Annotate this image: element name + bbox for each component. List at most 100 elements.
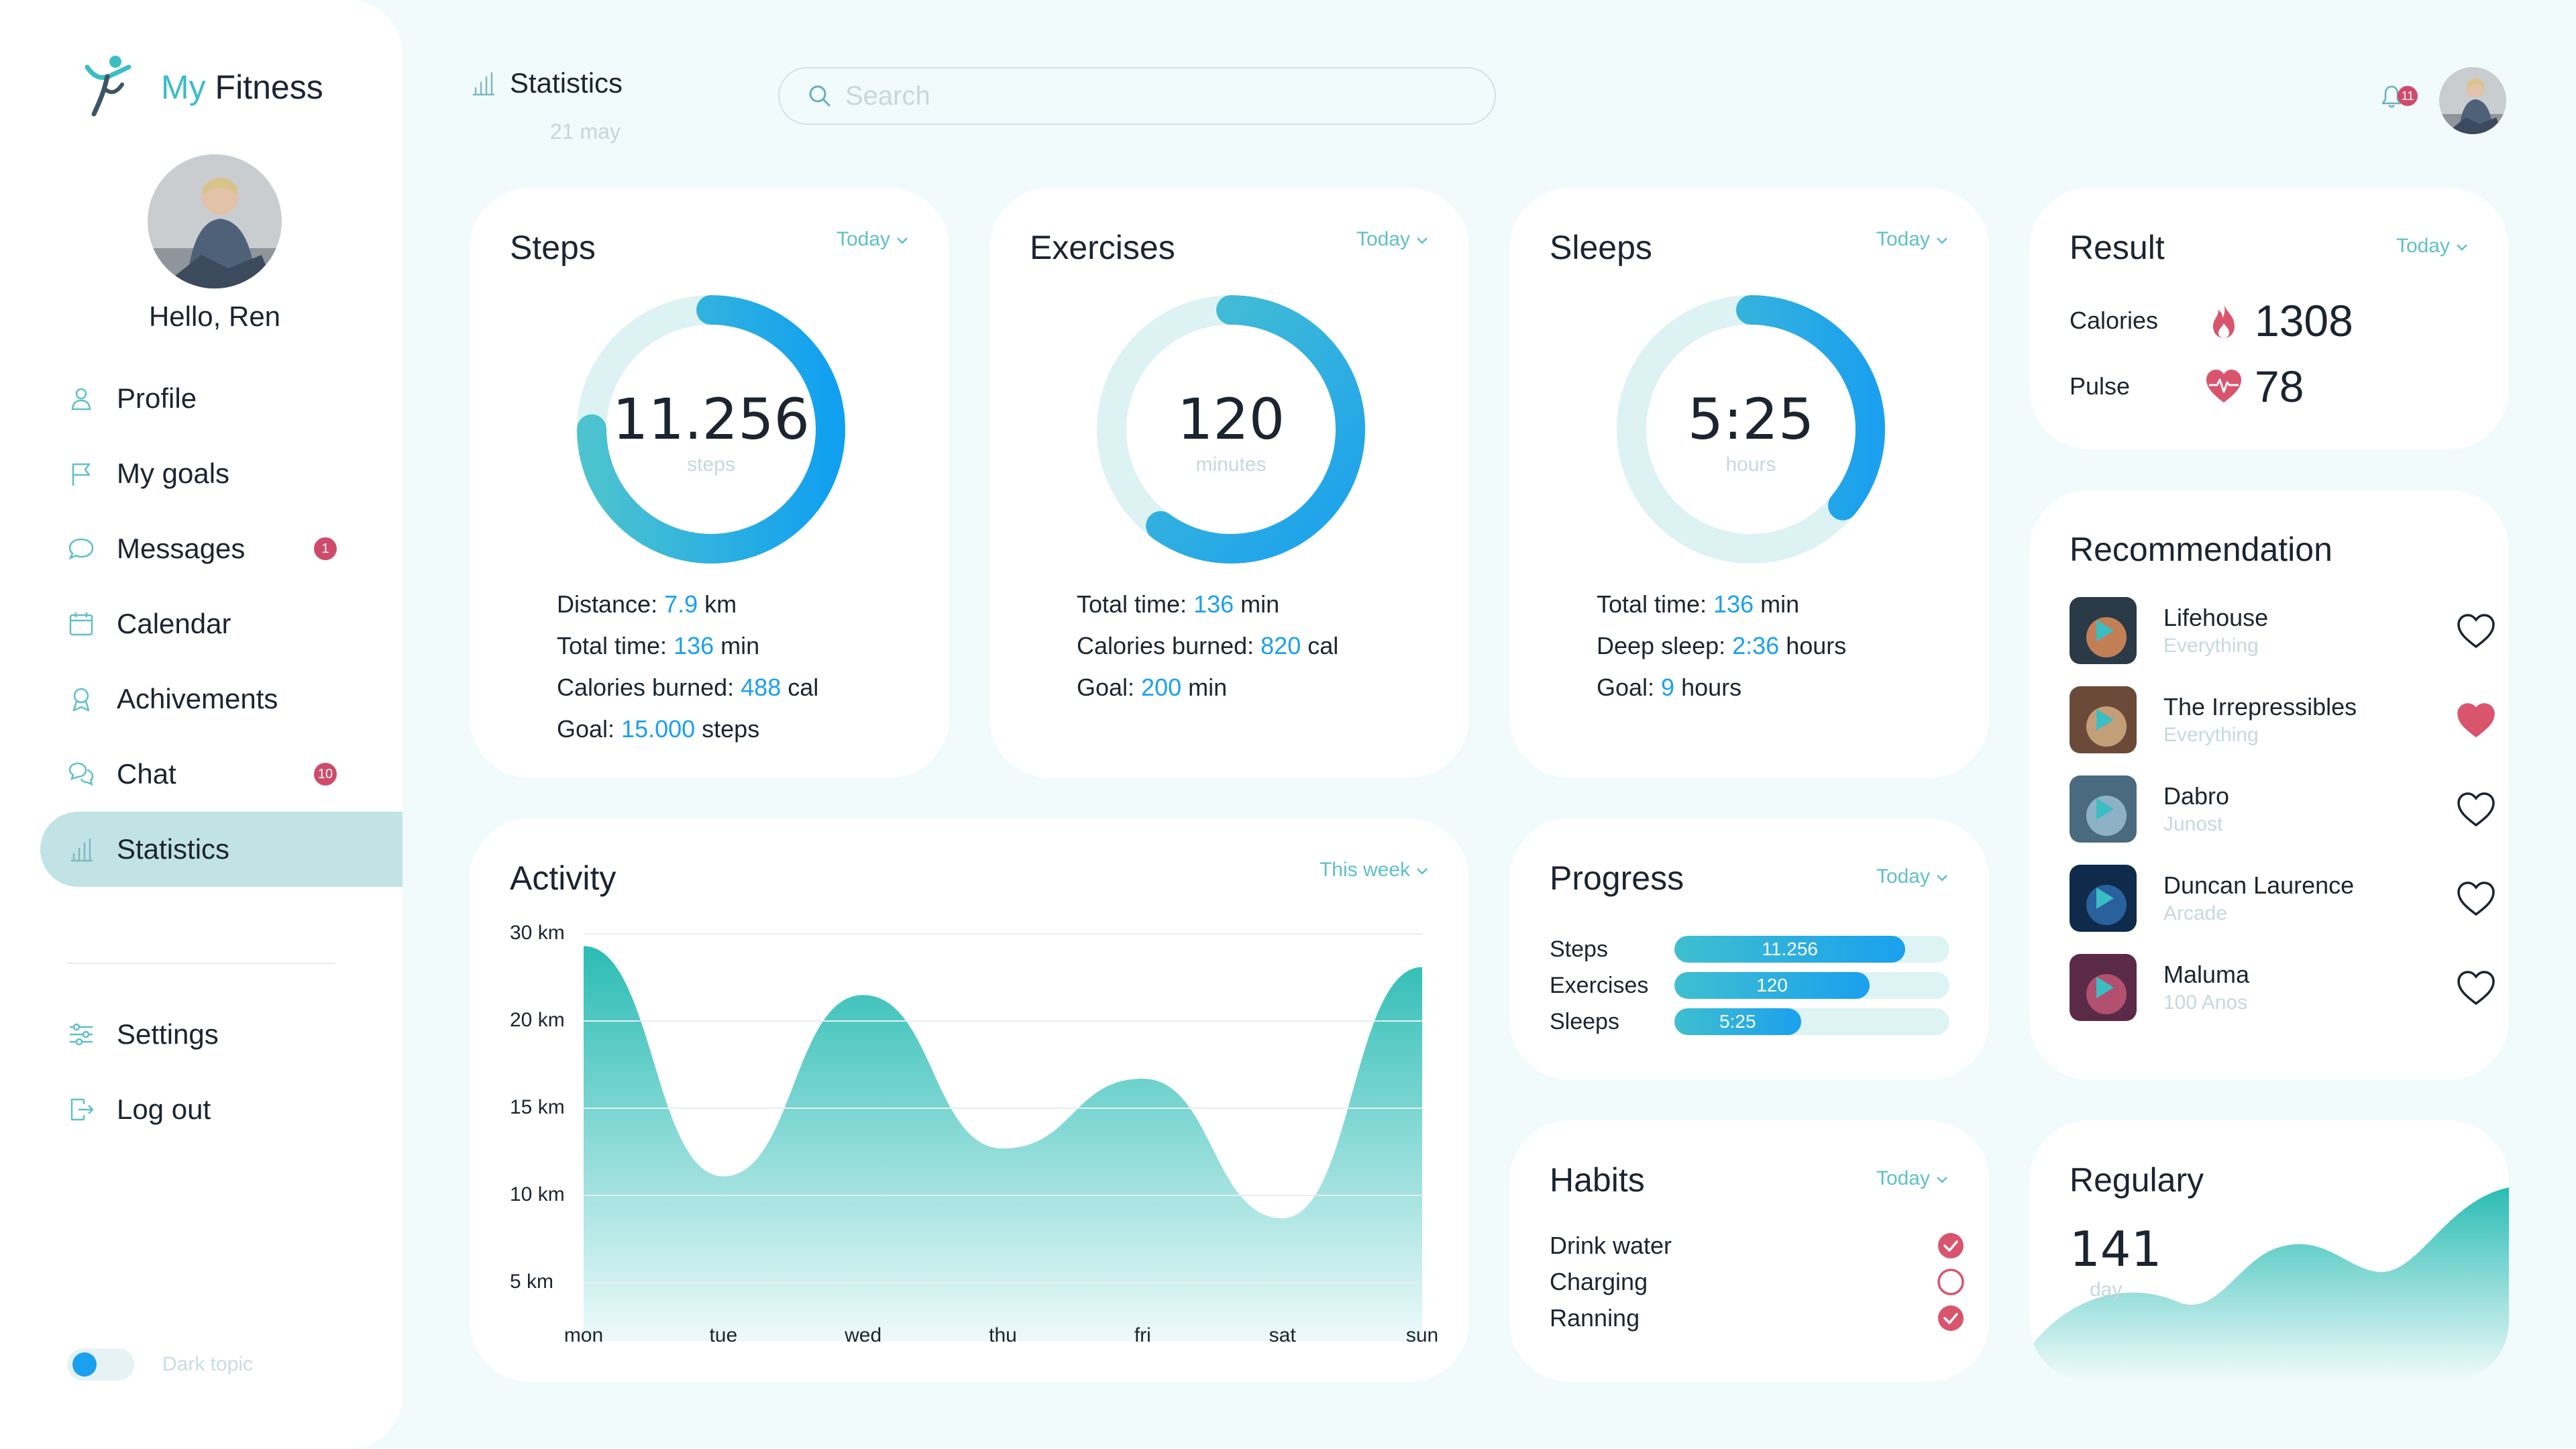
period-select[interactable]: Today xyxy=(1876,228,1949,251)
header-avatar[interactable] xyxy=(2439,67,2506,134)
app-logo[interactable]: My Fitness xyxy=(67,47,323,127)
sidebar-item-calendar[interactable]: Calendar xyxy=(40,586,402,661)
period-select[interactable]: Today xyxy=(2396,235,2469,258)
list-item[interactable]: Lifehouse Everything xyxy=(2070,597,2495,671)
sidebar-item-chat[interactable]: Chat 10 xyxy=(40,737,402,812)
search-input[interactable] xyxy=(845,80,1449,111)
card-title: Activity xyxy=(510,859,616,897)
habit-label: Ranning xyxy=(1550,1304,1640,1332)
toggle-knob xyxy=(72,1352,97,1377)
progress-label: Exercises xyxy=(1550,972,1649,998)
card-title: Result xyxy=(2070,229,2165,266)
period-label: This week xyxy=(1319,859,1410,881)
period-label: Today xyxy=(836,228,890,250)
track-thumbnail[interactable] xyxy=(2070,597,2137,664)
bar-chart-icon xyxy=(67,835,95,863)
dark-theme-toggle[interactable]: Dark topic xyxy=(67,1348,253,1381)
stat-value: 820 xyxy=(1260,632,1301,659)
habit-row: Drink water xyxy=(1550,1228,1966,1264)
sidebar-item-profile[interactable]: Profile xyxy=(40,361,402,436)
stat-unit: hours xyxy=(1779,632,1847,659)
app-name-rest: Fitness xyxy=(205,68,323,106)
track-thumbnail[interactable] xyxy=(2070,775,2137,843)
x-tick-label: wed xyxy=(844,1324,881,1346)
period-select[interactable]: Today xyxy=(1876,1167,1949,1190)
search-bar[interactable] xyxy=(778,67,1496,125)
sidebar-item-label: Settings xyxy=(117,1018,219,1050)
heart-icon[interactable] xyxy=(2456,881,2496,917)
user-avatar[interactable] xyxy=(148,154,282,288)
check-circle-icon[interactable] xyxy=(1936,1231,1966,1260)
stat-unit: cal xyxy=(781,674,819,701)
message-icon xyxy=(67,535,95,563)
heart-icon[interactable] xyxy=(2456,613,2496,649)
track-thumbnail[interactable] xyxy=(2070,954,2137,1021)
y-tick-label: 30 km xyxy=(510,922,565,944)
activity-area xyxy=(584,946,1422,1342)
track-thumbnail[interactable] xyxy=(2070,865,2137,932)
track-thumbnail[interactable] xyxy=(2070,686,2137,753)
card-title: Sleeps xyxy=(1550,229,1652,266)
recommendation-card: Recommendation Lifehouse Everything The Ir… xyxy=(2029,490,2509,1080)
sidebar: My Fitness Hello, Ren Profile My goals xyxy=(0,0,402,1449)
avatar-photo xyxy=(148,154,282,288)
period-select[interactable]: Today xyxy=(1876,865,1949,888)
sidebar-item-messages[interactable]: Messages 1 xyxy=(40,511,402,586)
stat-value: 9 xyxy=(1661,674,1675,701)
stat-label: Total time: xyxy=(1597,590,1714,618)
check-circle-icon[interactable] xyxy=(1936,1303,1966,1333)
stat-label: Total time: xyxy=(557,632,674,659)
card-title: Steps xyxy=(510,229,596,266)
result-card: Result Today Calories 1308 Pulse 78 xyxy=(2029,188,2509,449)
chat-badge: 10 xyxy=(314,763,337,786)
sidebar-item-statistics[interactable]: Statistics xyxy=(40,812,402,887)
chevron-down-icon xyxy=(1935,228,1949,251)
track-title: The Irrepressibles xyxy=(2163,693,2357,720)
habit-row: Charging xyxy=(1550,1264,1966,1300)
list-item[interactable]: Maluma 100 Anos xyxy=(2070,954,2495,1028)
empty-circle-icon[interactable] xyxy=(1936,1267,1966,1297)
progress-label: Sleeps xyxy=(1550,1008,1619,1034)
bell-icon[interactable] xyxy=(2375,79,2408,113)
user-icon xyxy=(67,384,95,413)
heart-icon[interactable] xyxy=(2456,702,2496,739)
award-icon xyxy=(67,685,95,713)
heart-icon[interactable] xyxy=(2456,792,2496,828)
list-item[interactable]: The Irrepressibles Everything xyxy=(2070,686,2495,760)
x-tick-label: sun xyxy=(1406,1324,1438,1346)
period-select[interactable]: Today xyxy=(1356,228,1429,251)
search-icon xyxy=(809,85,830,107)
card-title: Progress xyxy=(1550,859,1684,897)
toggle-track[interactable] xyxy=(67,1348,134,1381)
period-select[interactable]: This week xyxy=(1320,859,1429,881)
progress-bar: 5:25 xyxy=(1674,1008,1801,1035)
list-item[interactable]: Duncan Laurence Arcade xyxy=(2070,865,2495,938)
period-select[interactable]: Today xyxy=(837,228,909,251)
steps-stats: Distance: 7.9 km Total time: 136 min Cal… xyxy=(557,584,818,750)
habit-row: Ranning xyxy=(1550,1300,1966,1336)
ring-progress-arc xyxy=(577,295,845,564)
sidebar-item-my-goals[interactable]: My goals xyxy=(40,436,402,511)
steps-ring xyxy=(577,295,845,564)
regulary-card: Regulary 141 day xyxy=(2029,1120,2509,1382)
heart-icon[interactable] xyxy=(2456,970,2496,1006)
track-artist: Arcade xyxy=(2163,902,2228,924)
track-artist: Everything xyxy=(2163,635,2259,657)
sidebar-bottom-nav: Settings Log out xyxy=(40,997,402,1147)
stat-unit: km xyxy=(698,590,737,618)
chat-icon xyxy=(67,760,95,788)
sidebar-item-log-out[interactable]: Log out xyxy=(40,1072,402,1147)
stat-value: 136 xyxy=(1713,590,1754,618)
exercises-unit: minutes xyxy=(1195,453,1267,476)
sidebar-item-label: Messages xyxy=(117,533,246,564)
page-title-text: Statistics xyxy=(510,67,623,99)
exercises-ring xyxy=(1097,295,1365,564)
habits-card: Habits Today Drink water Charging Ranning xyxy=(1509,1120,1989,1382)
card-title: Recommendation xyxy=(2070,531,2332,568)
chevron-down-icon xyxy=(1935,865,1949,888)
sidebar-item-achivements[interactable]: Achivements xyxy=(40,661,402,737)
sleeps-unit: hours xyxy=(1725,453,1776,476)
sidebar-item-settings[interactable]: Settings xyxy=(40,997,402,1072)
progress-row: Exercises 120 xyxy=(1550,969,1979,1002)
list-item[interactable]: Dabro Junost xyxy=(2070,775,2495,849)
